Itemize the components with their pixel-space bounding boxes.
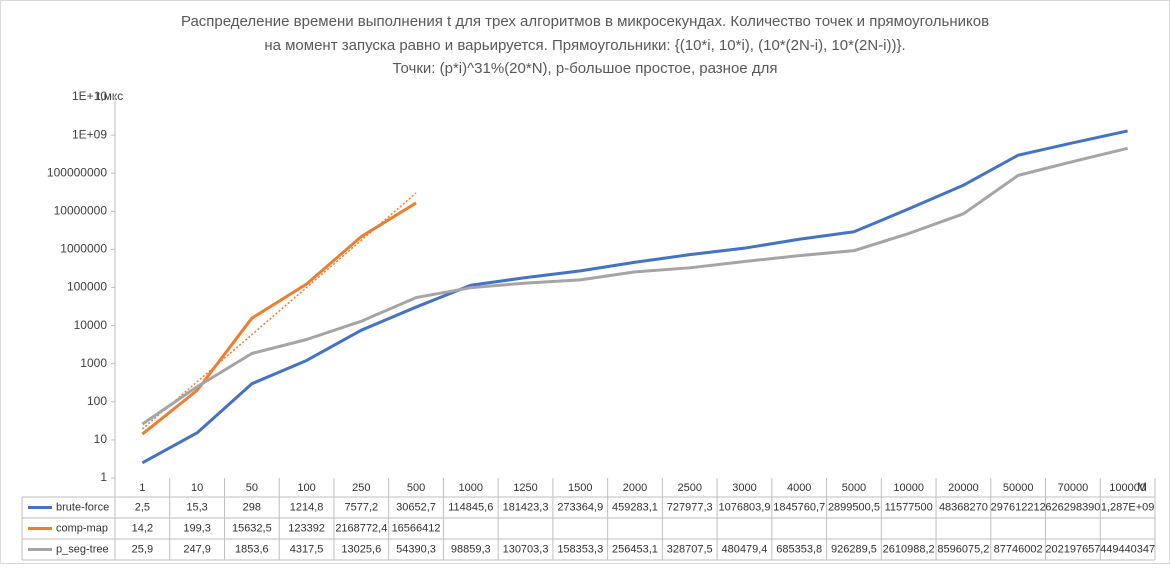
table-cell: 328707,5	[667, 543, 713, 555]
table-cell: 123392	[288, 522, 325, 534]
table-cell: 98859,3	[451, 543, 491, 555]
table-cell: 181423,3	[503, 501, 549, 513]
table-cell: 130703,3	[503, 543, 549, 555]
table-cell: 297612212	[991, 501, 1046, 513]
legend-label: comp-map	[56, 522, 108, 534]
table-cell: 1845760,7	[773, 501, 825, 513]
chart-title: Распределение времени выполнения t для т…	[181, 13, 989, 30]
x-tick-label: 4000	[787, 482, 811, 494]
table-cell: 2610988,2	[883, 543, 935, 555]
table-cell: 202197657	[1045, 543, 1100, 555]
y-tick-label: 100000000	[47, 165, 107, 179]
table-cell: 7577,2	[344, 501, 378, 513]
x-tick-label: 100	[297, 482, 315, 494]
trendline	[141, 192, 417, 430]
table-cell: 256453,1	[612, 543, 658, 555]
table-cell: 298	[243, 501, 261, 513]
x-tick-label: 3000	[732, 482, 756, 494]
y-tick-label: 100	[87, 394, 107, 408]
table-cell: 727977,3	[667, 501, 713, 513]
y-tick-label: 1E+10	[72, 89, 107, 103]
y-tick-label: 1000	[80, 356, 107, 370]
y-tick-label: 1	[100, 470, 107, 484]
table-cell: 15632,5	[232, 522, 272, 534]
x-tick-label: 70000	[1058, 482, 1089, 494]
table-cell: 199,3	[183, 522, 211, 534]
table-cell: 15,3	[186, 501, 207, 513]
x-tick-label: 1500	[568, 482, 592, 494]
x-tick-label: 1000	[459, 482, 483, 494]
table-cell: 459283,1	[612, 501, 658, 513]
table-cell: 14,2	[132, 522, 153, 534]
series-line	[141, 146, 1128, 426]
x-tick-label: 100000	[1109, 482, 1146, 494]
table-cell: 8596075,2	[937, 543, 989, 555]
x-tick-label: 5000	[842, 482, 866, 494]
y-tick-label: 1E+09	[72, 127, 107, 141]
chart-title: на момент запуска равно и варьируется. П…	[264, 37, 905, 54]
table-cell: 30652,7	[396, 501, 436, 513]
x-tick-label: 20000	[948, 482, 979, 494]
y-tick-label: 10000000	[54, 203, 108, 217]
table-cell: 480479,4	[722, 543, 768, 555]
y-tick-label: 100000	[67, 280, 107, 294]
y-tick-label: 10000	[74, 318, 108, 332]
table-cell: 48368270	[939, 501, 988, 513]
table-cell: 16566412	[392, 522, 441, 534]
table-cell: 1214,8	[290, 501, 324, 513]
series-line	[141, 201, 417, 436]
x-tick-label: 2000	[623, 482, 647, 494]
table-cell: 11577500	[885, 501, 933, 513]
table-cell: 1076803,9	[718, 501, 770, 513]
legend-label: p_seg-tree	[56, 543, 109, 555]
legend-label: brute-force	[56, 501, 109, 513]
table-cell: 4317,5	[290, 543, 324, 555]
x-tick-label: 1250	[513, 482, 537, 494]
y-tick-label: 10	[94, 432, 108, 446]
x-tick-label: 500	[407, 482, 425, 494]
table-cell: 2168772,4	[335, 522, 387, 534]
y-axis-label: t,мкс	[97, 89, 123, 103]
x-axis-label: M	[1137, 480, 1147, 494]
table-cell: 87746002	[994, 543, 1043, 555]
table-cell: 926289,5	[831, 543, 877, 555]
x-tick-label: 10	[191, 482, 203, 494]
table-cell: 1853,6	[235, 543, 269, 555]
x-tick-label: 50	[246, 482, 258, 494]
table-cell: 626298390	[1045, 501, 1100, 513]
table-cell: 1,287E+09	[1101, 501, 1155, 513]
table-cell: 158353,3	[557, 543, 603, 555]
x-tick-label: 50000	[1003, 482, 1034, 494]
x-tick-label: 10000	[893, 482, 924, 494]
table-cell: 114845,6	[448, 501, 493, 513]
table-cell: 273364,9	[557, 501, 603, 513]
table-cell: 25,9	[132, 543, 153, 555]
table-cell: 2,5	[135, 501, 150, 513]
series-line	[141, 129, 1128, 465]
x-tick-label: 250	[352, 482, 370, 494]
table-cell: 2899500,5	[828, 501, 880, 513]
table-cell: 13025,6	[341, 543, 381, 555]
y-tick-label: 1000000	[60, 242, 107, 256]
table-cell: 247,9	[183, 543, 211, 555]
table-cell: 685353,8	[776, 543, 822, 555]
x-tick-label: 2500	[677, 482, 701, 494]
x-tick-label: 1	[139, 482, 145, 494]
table-cell: 54390,3	[396, 543, 436, 555]
chart-title: Точки: (p*i)^31%(20*N), p-большое просто…	[393, 60, 778, 77]
table-cell: 449440347	[1100, 543, 1155, 555]
